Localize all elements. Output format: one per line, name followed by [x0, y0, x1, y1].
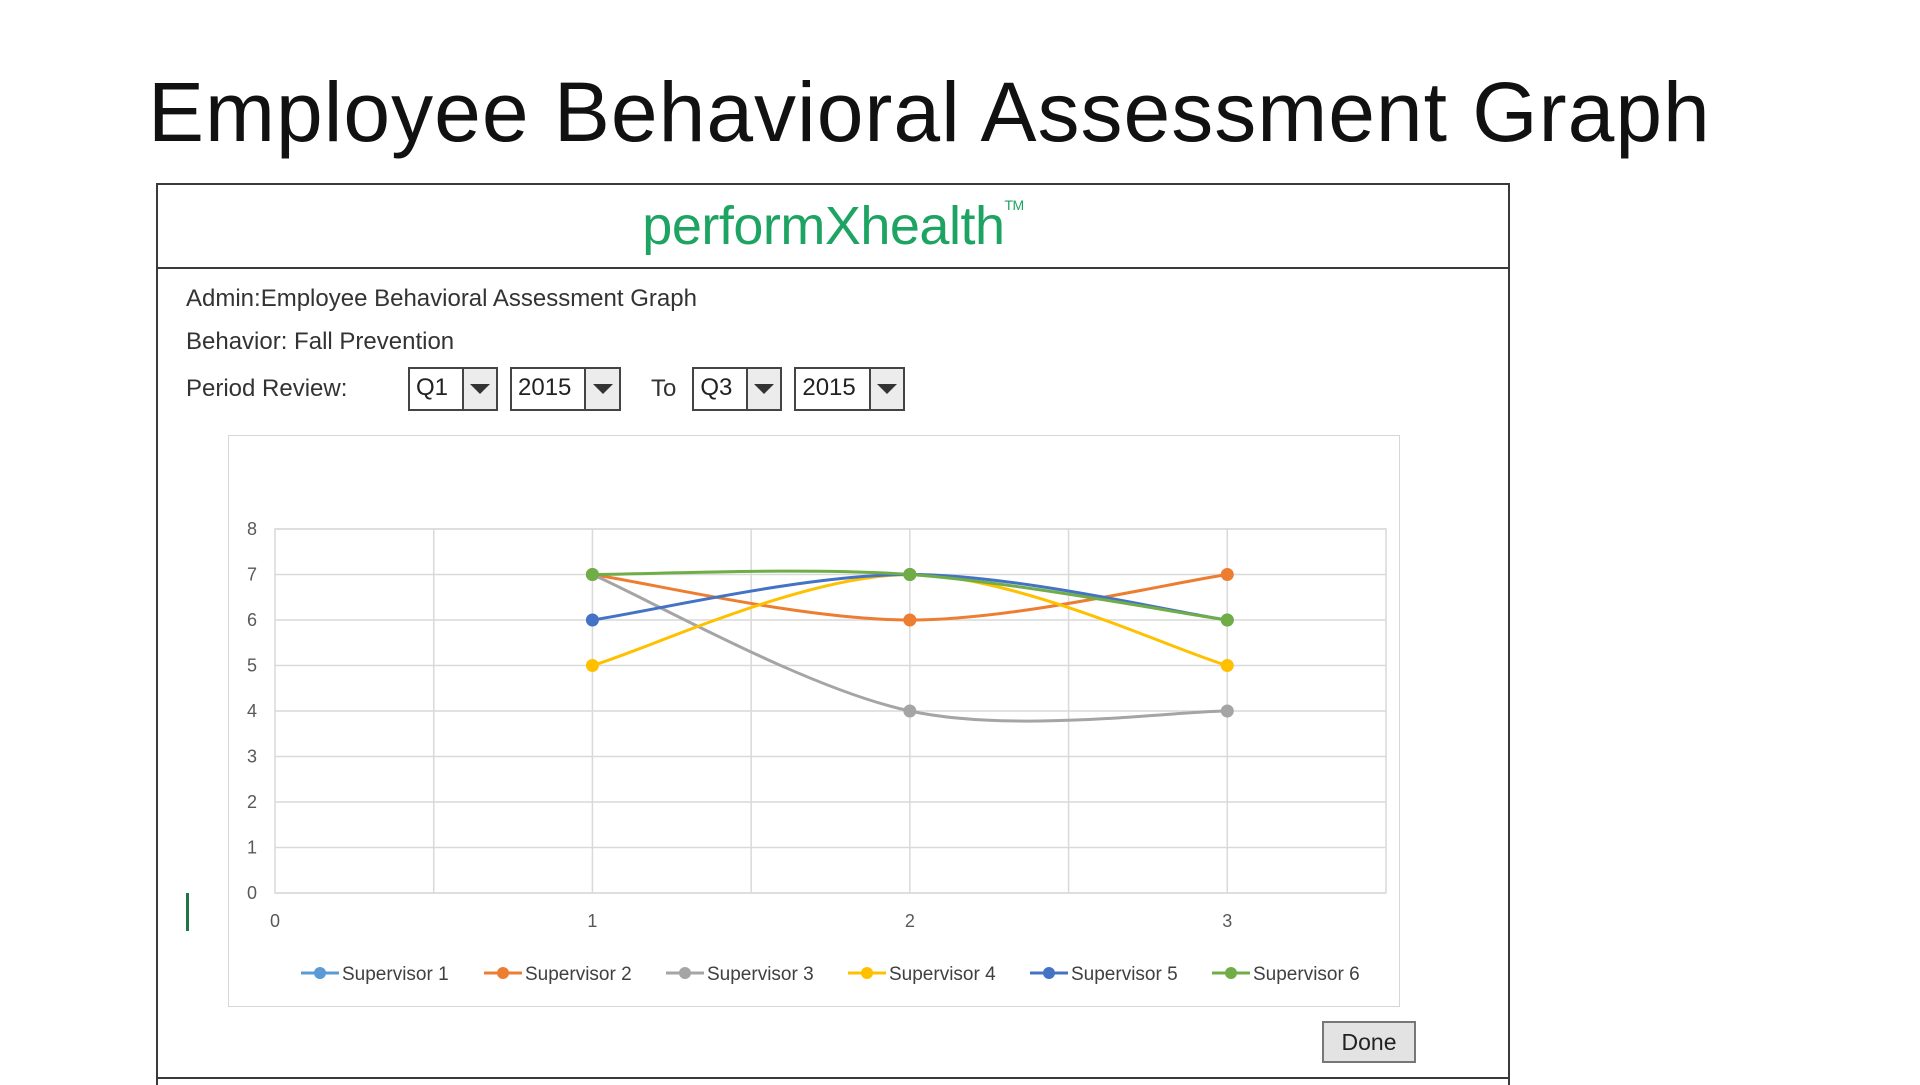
legend-label-supervisor-4: Supervisor 4 — [889, 964, 996, 985]
line-chart: 0 1 2 3 4 5 6 7 8 0 1 2 3 Supervisor 1 Supervisor 2 Sup… — [247, 519, 1387, 985]
to-label: To — [651, 375, 677, 402]
legend-marker-supervisor-5 — [1043, 967, 1055, 979]
to-year-value: 2015 — [802, 374, 856, 401]
y-tick-label: 1 — [247, 838, 257, 858]
cell-selection-marker — [186, 893, 189, 931]
to-quarter-select[interactable]: Q3 — [692, 367, 783, 411]
y-tick-label: 0 — [247, 883, 257, 903]
chevron-down-icon — [469, 384, 490, 394]
legend-label-supervisor-6: Supervisor 6 — [1253, 964, 1360, 985]
chevron-down-icon — [592, 384, 613, 394]
data-point-supervisor-3 — [1220, 704, 1234, 718]
y-tick-label: 8 — [247, 519, 257, 539]
x-tick-label: 0 — [270, 911, 280, 931]
to-quarter-value: Q3 — [700, 374, 733, 401]
legend-label-supervisor-1: Supervisor 1 — [342, 964, 449, 985]
data-point-supervisor-4 — [1220, 659, 1234, 672]
dialog-header: performXhealthTM — [158, 185, 1508, 269]
legend-label-supervisor-2: Supervisor 2 — [525, 964, 632, 985]
data-point-supervisor-3 — [903, 704, 917, 718]
from-quarter-value: Q1 — [416, 374, 449, 401]
y-tick-label: 7 — [247, 565, 257, 585]
period-review-row: Period Review: Q1 2015 To Q3 2015 — [186, 367, 917, 411]
y-tick-label: 3 — [247, 747, 257, 767]
period-review-label: Period Review: — [186, 375, 348, 402]
legend-marker-supervisor-6 — [1225, 967, 1237, 979]
data-point-supervisor-6 — [585, 568, 599, 581]
dialog-bottom-rule — [158, 1077, 1508, 1079]
slide-title: Employee Behavioral Assessment Graph — [148, 65, 1711, 159]
chart-area: 0 1 2 3 4 5 6 7 8 0 1 2 3 Supervisor 1 Supervisor 2 Sup… — [228, 435, 1400, 1007]
from-year-select[interactable]: 2015 — [510, 367, 621, 411]
y-tick-label: 2 — [247, 792, 257, 812]
brand-logo: performXhealthTM — [642, 195, 1024, 257]
legend-marker-supervisor-2 — [497, 967, 509, 979]
legend-marker-supervisor-3 — [679, 967, 691, 979]
done-button[interactable]: Done — [1322, 1021, 1416, 1063]
chevron-down-icon — [754, 384, 775, 394]
data-point-supervisor-6 — [1220, 613, 1234, 627]
from-year-dropdown-button[interactable] — [584, 369, 619, 409]
data-point-supervisor-4 — [585, 659, 599, 672]
behavior-line: Behavior: Fall Prevention — [186, 328, 455, 355]
y-tick-label: 5 — [247, 656, 257, 676]
y-tick-label: 6 — [247, 610, 257, 630]
data-point-supervisor-6 — [903, 568, 917, 581]
legend-label-supervisor-3: Supervisor 3 — [707, 964, 814, 985]
to-year-dropdown-button[interactable] — [868, 369, 904, 409]
brand-logo-text: performXhealth — [642, 196, 1005, 256]
from-quarter-dropdown-button[interactable] — [461, 369, 496, 409]
legend-label-supervisor-5: Supervisor 5 — [1071, 964, 1178, 985]
legend-marker-supervisor-1 — [314, 967, 326, 979]
x-tick-label: 1 — [587, 911, 597, 931]
trademark-mark: TM — [1004, 197, 1024, 213]
assessment-dialog: performXhealthTM Admin:Employee Behavior… — [156, 183, 1510, 1085]
from-year-value: 2015 — [518, 374, 572, 401]
x-tick-label: 2 — [905, 911, 915, 931]
y-tick-label: 4 — [247, 701, 257, 721]
from-quarter-select[interactable]: Q1 — [408, 367, 498, 411]
legend-marker-supervisor-4 — [861, 967, 873, 979]
chart-frame: 0 1 2 3 4 5 6 7 8 0 1 2 3 Supervisor 1 Supervisor 2 Sup… — [188, 425, 1410, 1015]
x-tick-label: 3 — [1222, 911, 1232, 931]
data-point-supervisor-5 — [585, 613, 599, 627]
chevron-down-icon — [877, 384, 898, 394]
to-year-select[interactable]: 2015 — [794, 367, 906, 411]
admin-line: Admin:Employee Behavioral Assessment Gra… — [186, 285, 697, 312]
data-point-supervisor-2 — [1220, 568, 1234, 581]
data-point-supervisor-2 — [903, 613, 917, 627]
to-quarter-dropdown-button[interactable] — [746, 369, 781, 409]
